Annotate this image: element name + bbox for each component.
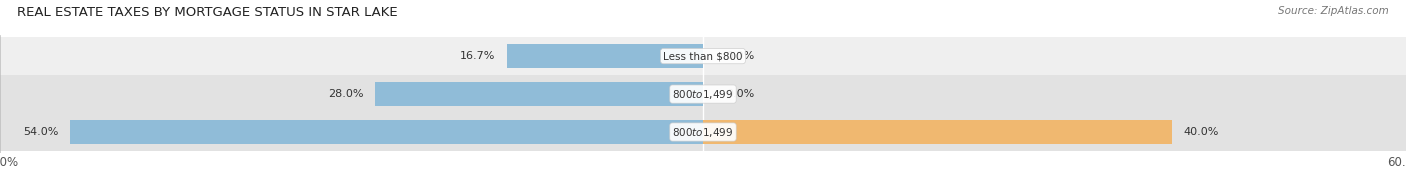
Text: 54.0%: 54.0% (24, 127, 59, 137)
Bar (70, 120, 703, 144)
Text: 40.0%: 40.0% (1184, 127, 1219, 137)
Bar (508, 44, 703, 68)
Bar (375, 82, 703, 106)
Bar (0, 75, 1406, 113)
Text: $800 to $1,499: $800 to $1,499 (672, 88, 734, 101)
Text: Source: ZipAtlas.com: Source: ZipAtlas.com (1278, 6, 1389, 16)
Text: 28.0%: 28.0% (328, 89, 363, 99)
Text: 0.0%: 0.0% (727, 51, 755, 61)
Text: REAL ESTATE TAXES BY MORTGAGE STATUS IN STAR LAKE: REAL ESTATE TAXES BY MORTGAGE STATUS IN … (17, 6, 398, 19)
Text: 16.7%: 16.7% (460, 51, 496, 61)
Bar (0, 37, 1406, 75)
Text: 0.0%: 0.0% (727, 89, 755, 99)
Text: Less than $800: Less than $800 (664, 51, 742, 61)
Text: $800 to $1,499: $800 to $1,499 (672, 125, 734, 139)
Bar (0, 113, 1406, 151)
Bar (703, 120, 1171, 144)
